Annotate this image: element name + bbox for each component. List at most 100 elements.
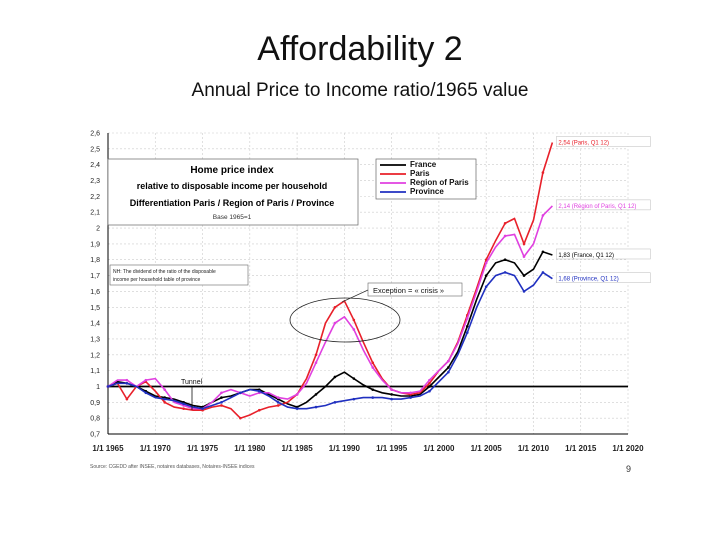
x-tick-label: 1/1 2010 xyxy=(518,444,550,453)
series-point xyxy=(352,328,356,331)
note-line: income per household table of province xyxy=(113,277,200,283)
chart-title-box xyxy=(107,158,359,226)
series-end-label: 2,54 (Paris, Q1 12) xyxy=(558,141,609,147)
tick-labels: 0,7 0,8 0,9 1 1,1 1,2 1,3 1,4 1,5 1,6 1,7 1,8 1,9 2 2,… xyxy=(90,131,644,454)
y-tick-label: 2,4 xyxy=(90,162,100,169)
series-point xyxy=(428,382,431,385)
x-tick-label: 1/1 2015 xyxy=(565,444,597,453)
series-point xyxy=(257,389,261,393)
series-point xyxy=(333,401,337,404)
legend-label: Region of Paris xyxy=(410,178,469,187)
series-point xyxy=(314,405,318,409)
series-point xyxy=(541,171,545,174)
series-end-label: 1,83 (France, Q1 12) xyxy=(558,253,614,259)
series-point xyxy=(503,234,507,238)
x-tick-label: 1/1 1990 xyxy=(329,444,361,453)
series-point xyxy=(352,397,356,401)
legend-label: Paris xyxy=(410,169,430,178)
end-label-box xyxy=(556,199,651,211)
chart-title-line: Home price index xyxy=(190,165,274,176)
y-tick-label: 1,5 xyxy=(90,305,100,312)
x-tick-label: 1/1 1975 xyxy=(187,444,219,453)
series-point xyxy=(465,331,469,334)
series-point xyxy=(447,366,450,369)
y-tick-label: 2,6 xyxy=(90,131,100,138)
chart-title-line: Differentiation Paris / Region of Paris … xyxy=(130,198,335,208)
series-point xyxy=(503,222,507,225)
series-line-province xyxy=(107,271,553,410)
series-point xyxy=(428,378,431,382)
series-point xyxy=(163,388,167,391)
series-point xyxy=(314,361,318,365)
series-point xyxy=(428,389,431,393)
series-point xyxy=(144,391,148,395)
series-point xyxy=(352,318,356,322)
series-lines xyxy=(106,142,554,420)
series-point xyxy=(125,382,129,385)
series-point xyxy=(333,321,337,325)
series-point xyxy=(314,393,318,396)
series-point xyxy=(390,393,393,396)
y-tick-label: 1,2 xyxy=(90,352,100,359)
chart-annotations: 1,83 (France, Q1 12) 2,54 (Paris, Q1 12) 2… xyxy=(90,136,651,470)
series-point xyxy=(220,404,223,407)
series-point xyxy=(220,391,223,395)
y-tick-label: 1,8 xyxy=(90,257,100,264)
x-tick-label: 1/1 1985 xyxy=(282,444,314,453)
series-point xyxy=(522,255,526,258)
series-line-paris xyxy=(107,142,554,420)
series-point xyxy=(220,401,223,404)
series-point xyxy=(295,393,299,396)
base-note: Base 1965=1 xyxy=(213,214,252,221)
y-tick-label: 1,9 xyxy=(90,241,100,248)
series-point xyxy=(484,261,488,265)
series-point xyxy=(352,377,356,380)
series-point xyxy=(163,397,167,401)
series-point xyxy=(239,416,242,420)
series-point xyxy=(371,396,375,399)
x-tick-label: 1/1 2020 xyxy=(612,444,644,453)
series-point xyxy=(447,370,450,374)
exception-box xyxy=(367,282,463,297)
series-point xyxy=(484,274,488,277)
series-point xyxy=(371,361,375,365)
series-point xyxy=(390,397,393,401)
series-point xyxy=(182,402,185,406)
source-note: Source: CGEDD after INSEE, notaires data… xyxy=(90,464,255,470)
tunnel-label: Tunnel xyxy=(181,379,203,386)
y-tick-label: 1,7 xyxy=(90,273,100,280)
series-line-france xyxy=(107,250,553,408)
series-point xyxy=(390,388,393,391)
x-tick-label: 1/1 1965 xyxy=(92,444,124,453)
y-tick-label: 0,8 xyxy=(90,416,100,423)
y-tick-label: 1,3 xyxy=(90,336,100,343)
y-tick-label: 2,3 xyxy=(90,178,100,185)
series-point xyxy=(428,385,431,388)
y-tick-label: 1,4 xyxy=(90,321,100,328)
note-box xyxy=(109,264,249,286)
series-point xyxy=(484,285,488,288)
series-point xyxy=(465,324,469,328)
end-label-box xyxy=(556,136,651,147)
y-tick-label: 1,6 xyxy=(90,289,100,296)
x-tick-label: 1/1 1995 xyxy=(376,444,408,453)
series-point xyxy=(276,401,280,404)
series-point xyxy=(182,407,185,410)
series-point xyxy=(541,214,545,217)
series-point xyxy=(409,396,412,399)
series-point xyxy=(333,305,337,309)
series-point xyxy=(465,317,469,320)
x-tick-label: 1/1 1970 xyxy=(140,444,172,453)
series-point xyxy=(314,353,318,357)
series-point xyxy=(276,404,280,407)
series-point xyxy=(333,375,337,379)
y-tick-label: 0,9 xyxy=(90,400,100,407)
x-tick-label: 1/1 1980 xyxy=(234,444,266,453)
series-point xyxy=(276,396,280,399)
series-point xyxy=(295,407,299,410)
slide-title: Affordability 2 xyxy=(257,30,463,68)
slide-subtitle: Annual Price to Income ratio/1965 value xyxy=(191,80,529,101)
series-point xyxy=(522,274,526,277)
series-point xyxy=(239,391,242,395)
series-point xyxy=(125,378,129,382)
